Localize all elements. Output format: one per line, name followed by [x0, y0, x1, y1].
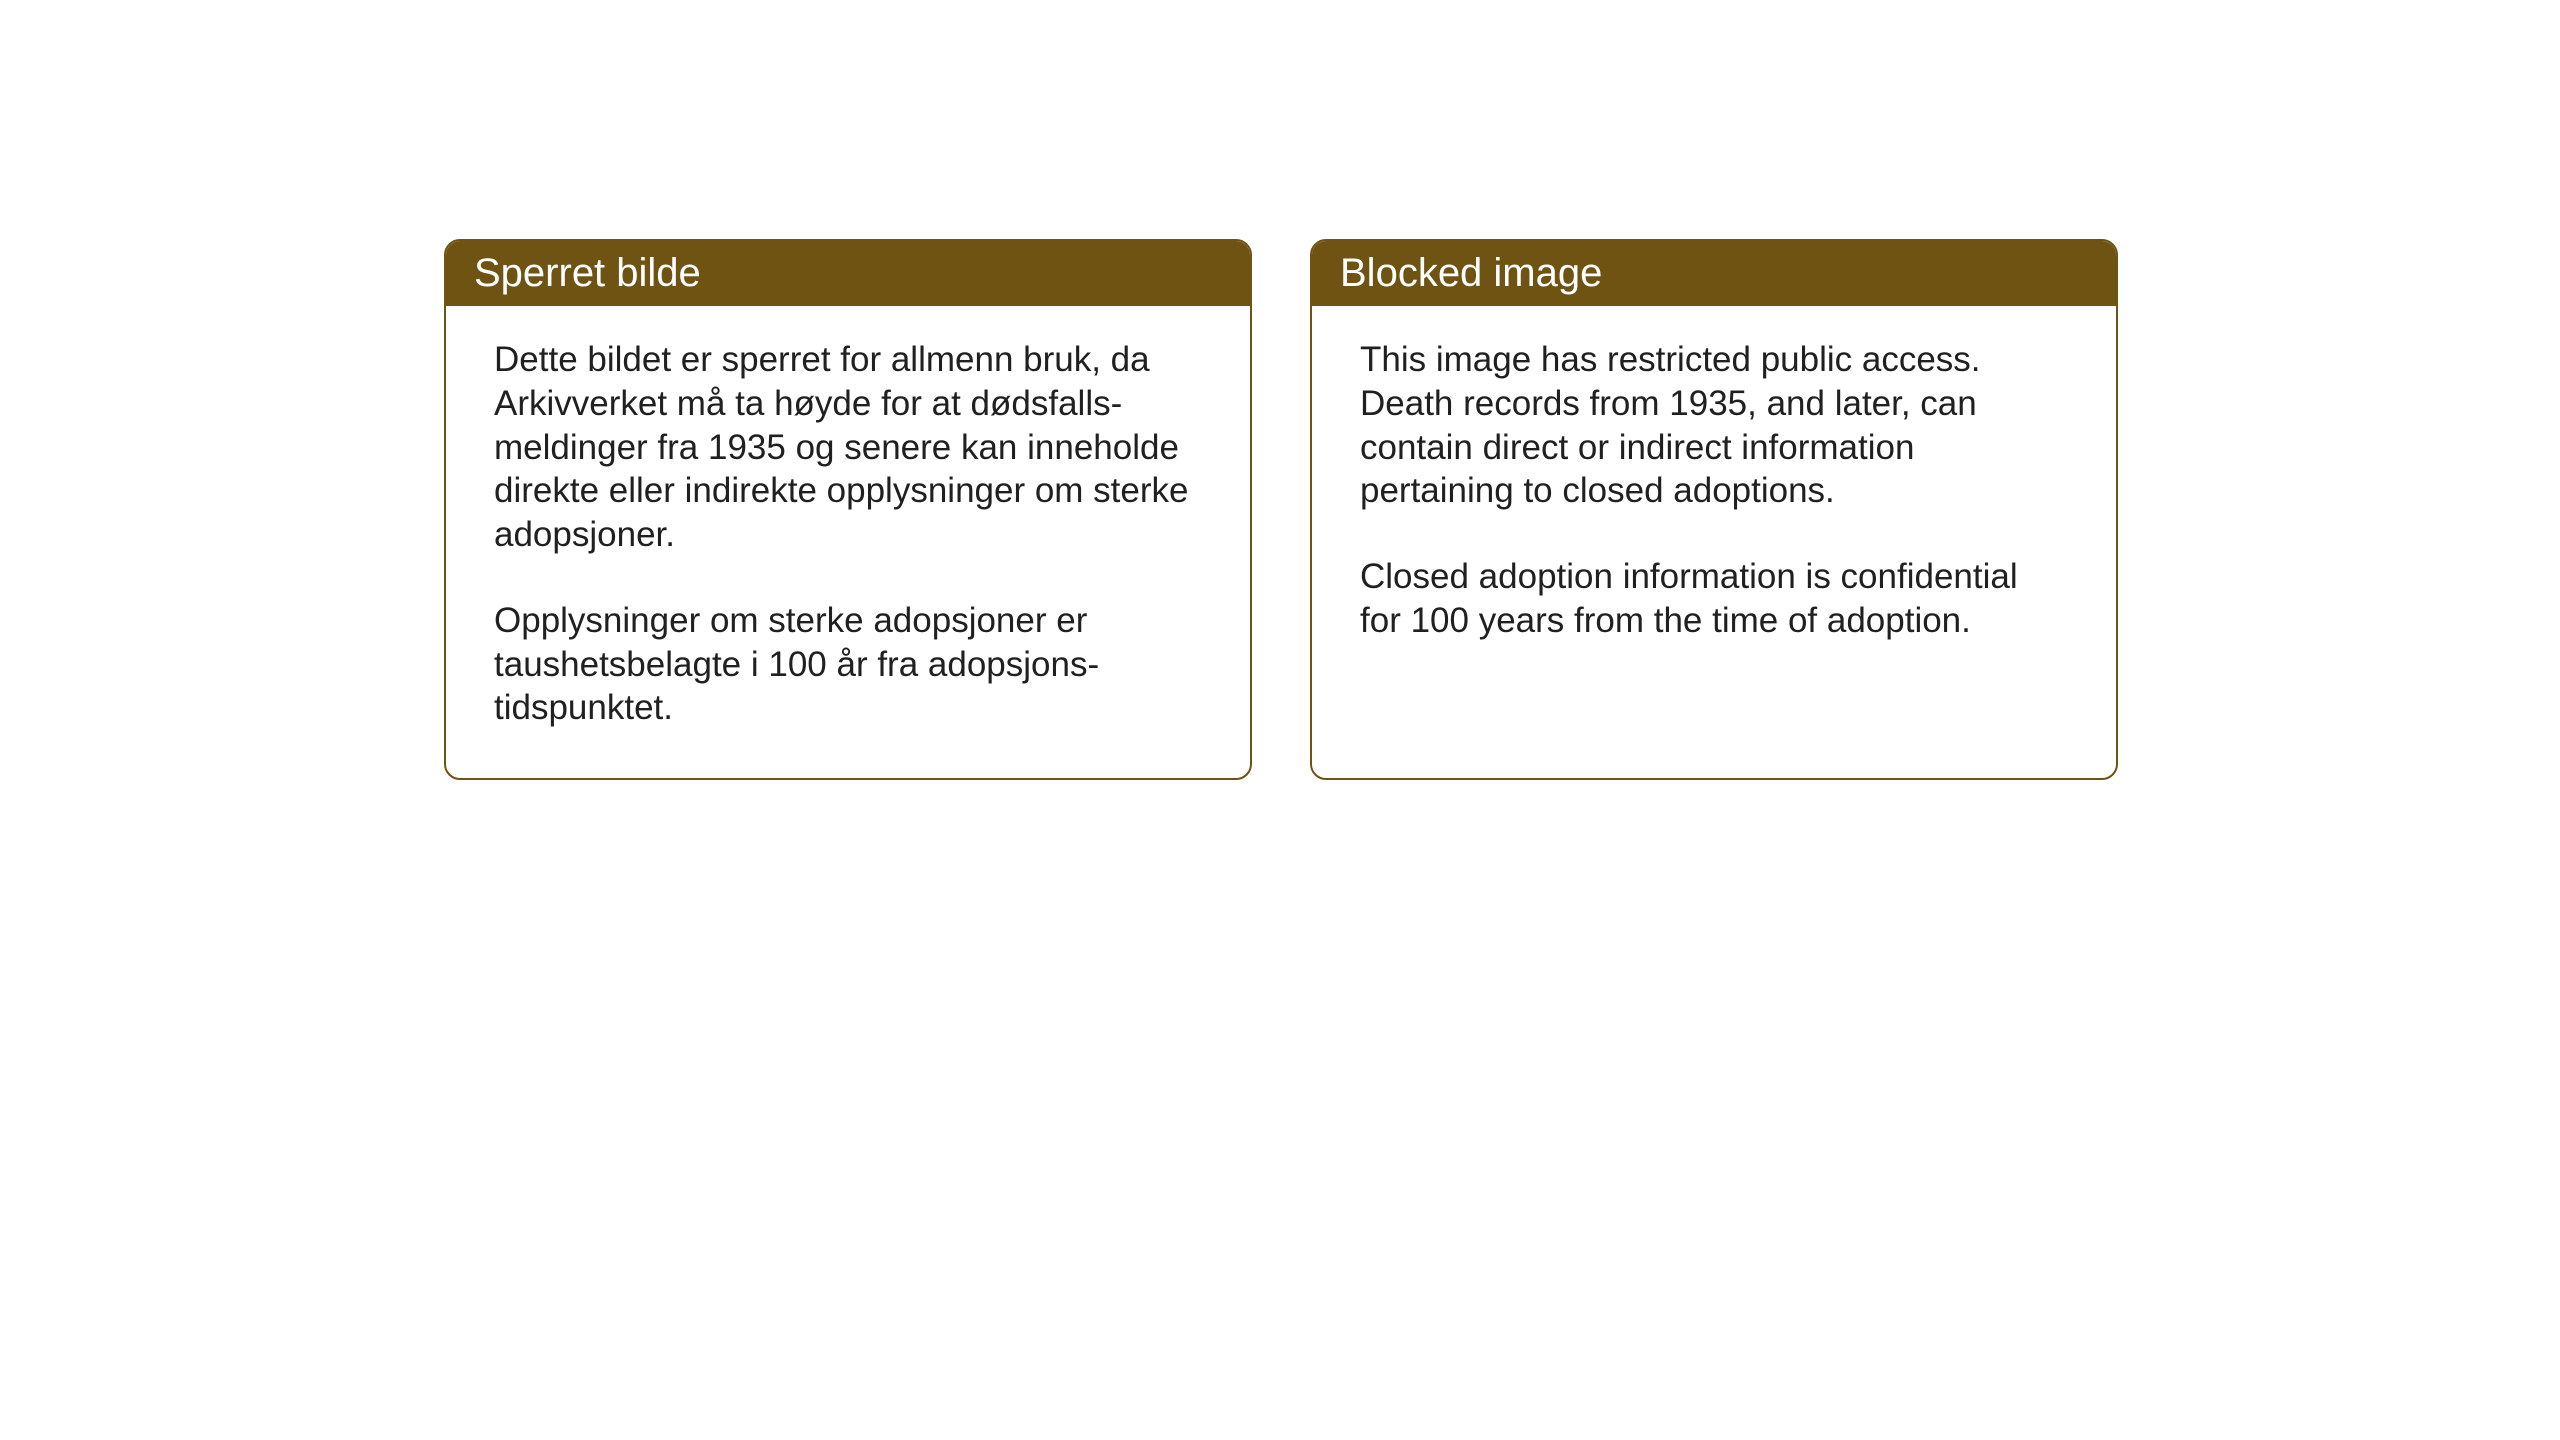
- card-header-english: Blocked image: [1312, 241, 2116, 306]
- notice-card-norwegian: Sperret bilde Dette bildet er sperret fo…: [444, 239, 1252, 780]
- card-body-english: This image has restricted public access.…: [1312, 306, 2116, 691]
- card-body-norwegian: Dette bildet er sperret for allmenn bruk…: [446, 306, 1250, 778]
- card-title-norwegian: Sperret bilde: [474, 251, 701, 295]
- card-paragraph-norwegian-2: Opplysninger om sterke adopsjoner er tau…: [494, 599, 1202, 730]
- notice-card-english: Blocked image This image has restricted …: [1310, 239, 2118, 780]
- card-header-norwegian: Sperret bilde: [446, 241, 1250, 306]
- card-paragraph-english-2: Closed adoption information is confident…: [1360, 555, 2068, 643]
- notice-container: Sperret bilde Dette bildet er sperret fo…: [444, 239, 2118, 780]
- card-paragraph-english-1: This image has restricted public access.…: [1360, 338, 2068, 513]
- card-title-english: Blocked image: [1340, 251, 1602, 295]
- card-paragraph-norwegian-1: Dette bildet er sperret for allmenn bruk…: [494, 338, 1202, 557]
